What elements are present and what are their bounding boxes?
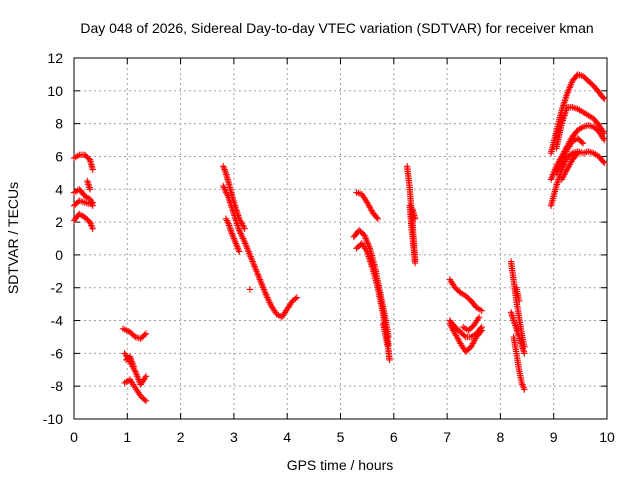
data-point	[241, 225, 248, 232]
data-point	[411, 259, 419, 267]
data-point	[89, 199, 96, 206]
data-point	[89, 225, 96, 232]
x-tick-label: 1	[123, 429, 131, 445]
data-point	[579, 140, 587, 147]
series-t1-a	[119, 325, 150, 342]
x-tick-label: 10	[599, 429, 615, 445]
grid-lines	[74, 58, 607, 419]
series-t5-a	[353, 189, 381, 222]
x-tick-labels: 0 1 2 3 4 5 6 7 8 9 10	[70, 429, 615, 445]
data-point	[601, 136, 608, 144]
series-t9-e	[553, 135, 587, 177]
series-t0-a	[70, 151, 96, 173]
data-point	[236, 248, 243, 255]
data-point	[130, 363, 137, 370]
series-t8-c	[510, 333, 528, 393]
data-point	[142, 330, 150, 337]
data-point	[478, 323, 485, 331]
series-t0-d	[70, 210, 96, 232]
data-point	[386, 356, 393, 364]
y-tick-label: -10	[43, 411, 63, 427]
y-tick-label: 6	[55, 148, 63, 164]
series-t7-b	[446, 320, 485, 355]
y-tick-label: 2	[55, 214, 63, 230]
series-t1-c	[121, 376, 150, 405]
series-t1-d	[123, 353, 137, 370]
data-point	[515, 297, 523, 305]
data-point	[521, 350, 528, 357]
data-point	[141, 331, 148, 339]
y-tick-label: 0	[55, 247, 63, 263]
series-t8-b	[507, 309, 528, 357]
data-point	[246, 286, 254, 293]
series-t3-b	[220, 163, 248, 232]
data-point	[88, 200, 95, 207]
series-t8-d	[513, 284, 523, 305]
data-point	[573, 151, 580, 158]
data-point	[478, 307, 485, 314]
series-t7-d	[459, 314, 483, 334]
x-tick-label: 4	[283, 429, 291, 445]
x-tick-label: 0	[70, 429, 78, 445]
y-tick-label: -6	[51, 345, 64, 361]
series-t5-d	[379, 320, 393, 364]
series-t3-d	[246, 286, 254, 293]
data-point	[411, 215, 419, 222]
x-tick-label: 9	[550, 429, 558, 445]
data-point	[292, 295, 299, 302]
series-t7-c	[446, 317, 485, 341]
y-axis-label: SDTVAR / TECUs	[5, 182, 21, 294]
plot-frame	[73, 57, 608, 420]
x-tick-label: 2	[177, 429, 185, 445]
data-point	[142, 373, 150, 380]
data-point	[601, 95, 608, 103]
data-point	[373, 214, 380, 221]
series-t3-c	[222, 215, 243, 255]
y-tick-label: -4	[51, 313, 64, 329]
series-t0-c	[70, 197, 96, 209]
data-point	[293, 294, 300, 301]
x-tick-label: 7	[443, 429, 451, 445]
series-t9-f	[558, 150, 581, 183]
y-tick-label: 4	[55, 181, 63, 197]
x-tick-label: 5	[337, 429, 345, 445]
series-t9-b	[553, 104, 608, 152]
x-axis-label: GPS time / hours	[287, 457, 394, 473]
data-point	[142, 397, 150, 405]
series-t6-b	[406, 202, 419, 267]
y-tick-label: -2	[51, 280, 64, 296]
x-tick-label: 8	[497, 429, 505, 445]
data-points	[70, 71, 608, 405]
data-point	[574, 150, 581, 157]
chart-title: Day 048 of 2026, Sidereal Day-to-day VTE…	[80, 20, 593, 36]
data-point	[578, 138, 585, 146]
y-tick-label: 10	[47, 83, 63, 99]
data-point	[601, 159, 608, 167]
y-tick-label: 8	[55, 116, 63, 132]
data-point	[86, 186, 94, 193]
data-point	[374, 215, 381, 222]
y-tick-labels: -10 -8 -6 -4 -2 0 2 4 6 8 10 12	[43, 50, 63, 427]
data-point	[141, 396, 148, 403]
data-point	[475, 314, 483, 321]
series-t6-c	[409, 205, 419, 222]
data-point	[461, 332, 468, 339]
x-tick-label: 6	[390, 429, 398, 445]
data-point	[477, 325, 484, 332]
data-point	[600, 158, 607, 165]
data-point	[521, 386, 528, 393]
series-t0-e	[84, 177, 94, 193]
y-tick-label: -8	[51, 378, 64, 394]
x-tick-label: 3	[230, 429, 238, 445]
series-t7-a	[446, 276, 485, 314]
data-point	[89, 166, 96, 173]
data-point	[600, 94, 607, 101]
y-tick-label: 12	[47, 50, 63, 66]
